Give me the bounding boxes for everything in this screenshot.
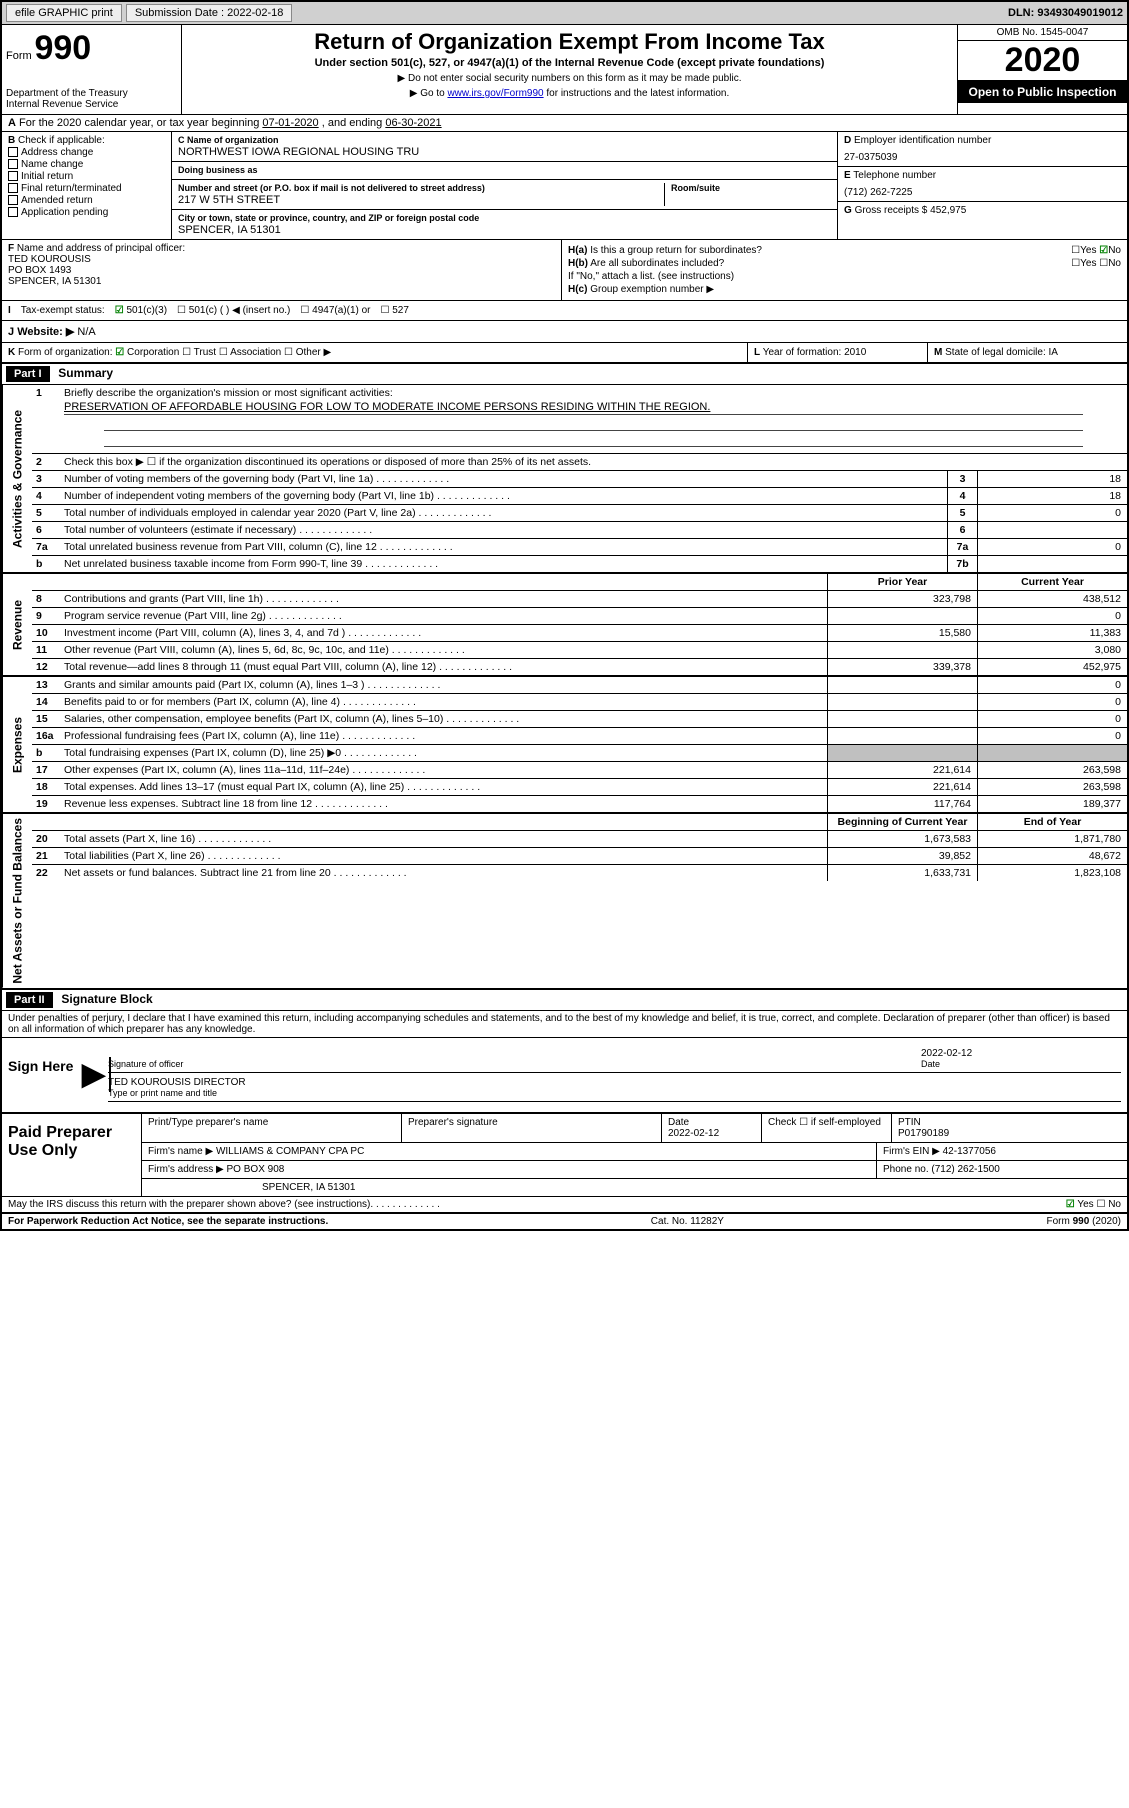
side-exp: Expenses xyxy=(2,677,32,812)
line-22: 22 Net assets or fund balances. Subtract… xyxy=(32,865,1127,881)
col-l: L Year of formation: 2010 xyxy=(747,343,927,362)
line-6: 6 Total number of volunteers (estimate i… xyxy=(32,522,1127,539)
omb: OMB No. 1545-0047 xyxy=(958,25,1127,41)
year-box: OMB No. 1545-0047 2020 Open to Public In… xyxy=(957,25,1127,114)
phone: (712) 262-7225 xyxy=(844,187,1121,198)
col-c: C Name of organization NORTHWEST IOWA RE… xyxy=(172,132,837,239)
submission-date: Submission Date : 2022-02-18 xyxy=(126,4,293,22)
tax-status-row: I Tax-exempt status: ☑ 501(c)(3) ☐ 501(c… xyxy=(2,301,1127,321)
line-16a: 16a Professional fundraising fees (Part … xyxy=(32,728,1127,745)
city: SPENCER, IA 51301 xyxy=(178,224,831,236)
side-rev: Revenue xyxy=(2,574,32,675)
line-b: b Total fundraising expenses (Part IX, c… xyxy=(32,745,1127,762)
line-21: 21 Total liabilities (Part X, line 26) 3… xyxy=(32,848,1127,865)
website: N/A xyxy=(77,326,95,338)
line-3: 3 Number of voting members of the govern… xyxy=(32,471,1127,488)
line-17: 17 Other expenses (Part IX, column (A), … xyxy=(32,762,1127,779)
line-9: 9 Program service revenue (Part VIII, li… xyxy=(32,608,1127,625)
form-num: 990 xyxy=(34,29,91,67)
col-dg: D Employer identification number 27-0375… xyxy=(837,132,1127,239)
sub-title: Under section 501(c), 527, or 4947(a)(1)… xyxy=(190,57,949,69)
topbar: efile GRAPHIC print Submission Date : 20… xyxy=(2,2,1127,25)
form-box: Form 990 Department of the Treasury Inte… xyxy=(2,25,182,114)
paid-preparer: Paid Preparer Use Only xyxy=(2,1114,142,1196)
line-10: 10 Investment income (Part VIII, column … xyxy=(32,625,1127,642)
chk-name[interactable] xyxy=(8,159,18,169)
ein: 27-0375039 xyxy=(844,152,1121,163)
form990-link[interactable]: www.irs.gov/Form990 xyxy=(447,88,543,99)
line-8: 8 Contributions and grants (Part VIII, l… xyxy=(32,591,1127,608)
perjury: Under penalties of perjury, I declare th… xyxy=(2,1011,1127,1038)
dept: Department of the Treasury Internal Reve… xyxy=(6,88,177,110)
line-12: 12 Total revenue—add lines 8 through 11 … xyxy=(32,659,1127,675)
efile-btn[interactable]: efile GRAPHIC print xyxy=(6,4,122,22)
line-4: 4 Number of independent voting members o… xyxy=(32,488,1127,505)
gross-receipts: 452,975 xyxy=(930,205,966,216)
chk-initial[interactable] xyxy=(8,171,18,181)
website-row: J Website: ▶ N/A xyxy=(2,321,1127,343)
sign-here: Sign Here xyxy=(2,1038,82,1112)
year: 2020 xyxy=(958,41,1127,81)
chk-pending[interactable] xyxy=(8,207,18,217)
instr2: Go to www.irs.gov/Form990 for instructio… xyxy=(190,88,949,99)
line-15: 15 Salaries, other compensation, employe… xyxy=(32,711,1127,728)
form-word: Form xyxy=(6,50,32,62)
cat-no: Cat. No. 11282Y xyxy=(651,1216,724,1227)
line-b: b Net unrelated business taxable income … xyxy=(32,556,1127,572)
col-f: F Name and address of principal officer:… xyxy=(2,240,562,300)
section-a: A For the 2020 calendar year, or tax yea… xyxy=(2,115,1127,132)
side-gov: Activities & Governance xyxy=(2,385,32,572)
paperwork-notice: For Paperwork Reduction Act Notice, see … xyxy=(8,1216,328,1227)
part2-hdr: Part II Signature Block xyxy=(2,990,1127,1011)
line-7a: 7a Total unrelated business revenue from… xyxy=(32,539,1127,556)
title-box: Return of Organization Exempt From Incom… xyxy=(182,25,957,114)
line-13: 13 Grants and similar amounts paid (Part… xyxy=(32,677,1127,694)
org-name: NORTHWEST IOWA REGIONAL HOUSING TRU xyxy=(178,146,831,158)
street: 217 W 5TH STREET xyxy=(178,194,658,206)
line-11: 11 Other revenue (Part VIII, column (A),… xyxy=(32,642,1127,659)
line-14: 14 Benefits paid to or for members (Part… xyxy=(32,694,1127,711)
main-title: Return of Organization Exempt From Incom… xyxy=(190,29,949,55)
chk-address[interactable] xyxy=(8,147,18,157)
col-b: B Check if applicable: Address change Na… xyxy=(2,132,172,239)
open-inspection: Open to Public Inspection xyxy=(958,81,1127,103)
dln: DLN: 93493049019012 xyxy=(1008,7,1123,19)
col-m: M State of legal domicile: IA xyxy=(927,343,1127,362)
col-k: K Form of organization: ☑ Corporation ☐ … xyxy=(2,343,747,362)
side-net: Net Assets or Fund Balances xyxy=(2,814,32,988)
chk-final[interactable] xyxy=(8,183,18,193)
line-19: 19 Revenue less expenses. Subtract line … xyxy=(32,796,1127,812)
part1-hdr: Part I Summary xyxy=(2,364,1127,385)
chk-amended[interactable] xyxy=(8,195,18,205)
form-footer: Form 990 (2020) xyxy=(1047,1216,1121,1227)
line-18: 18 Total expenses. Add lines 13–17 (must… xyxy=(32,779,1127,796)
col-h: H(a) Is this a group return for subordin… xyxy=(562,240,1127,300)
line-5: 5 Total number of individuals employed i… xyxy=(32,505,1127,522)
officer-name: TED KOUROUSIS xyxy=(8,254,91,265)
instr1: Do not enter social security numbers on … xyxy=(190,73,949,84)
mission: PRESERVATION OF AFFORDABLE HOUSING FOR L… xyxy=(64,401,1083,415)
line-20: 20 Total assets (Part X, line 16) 1,673,… xyxy=(32,831,1127,848)
